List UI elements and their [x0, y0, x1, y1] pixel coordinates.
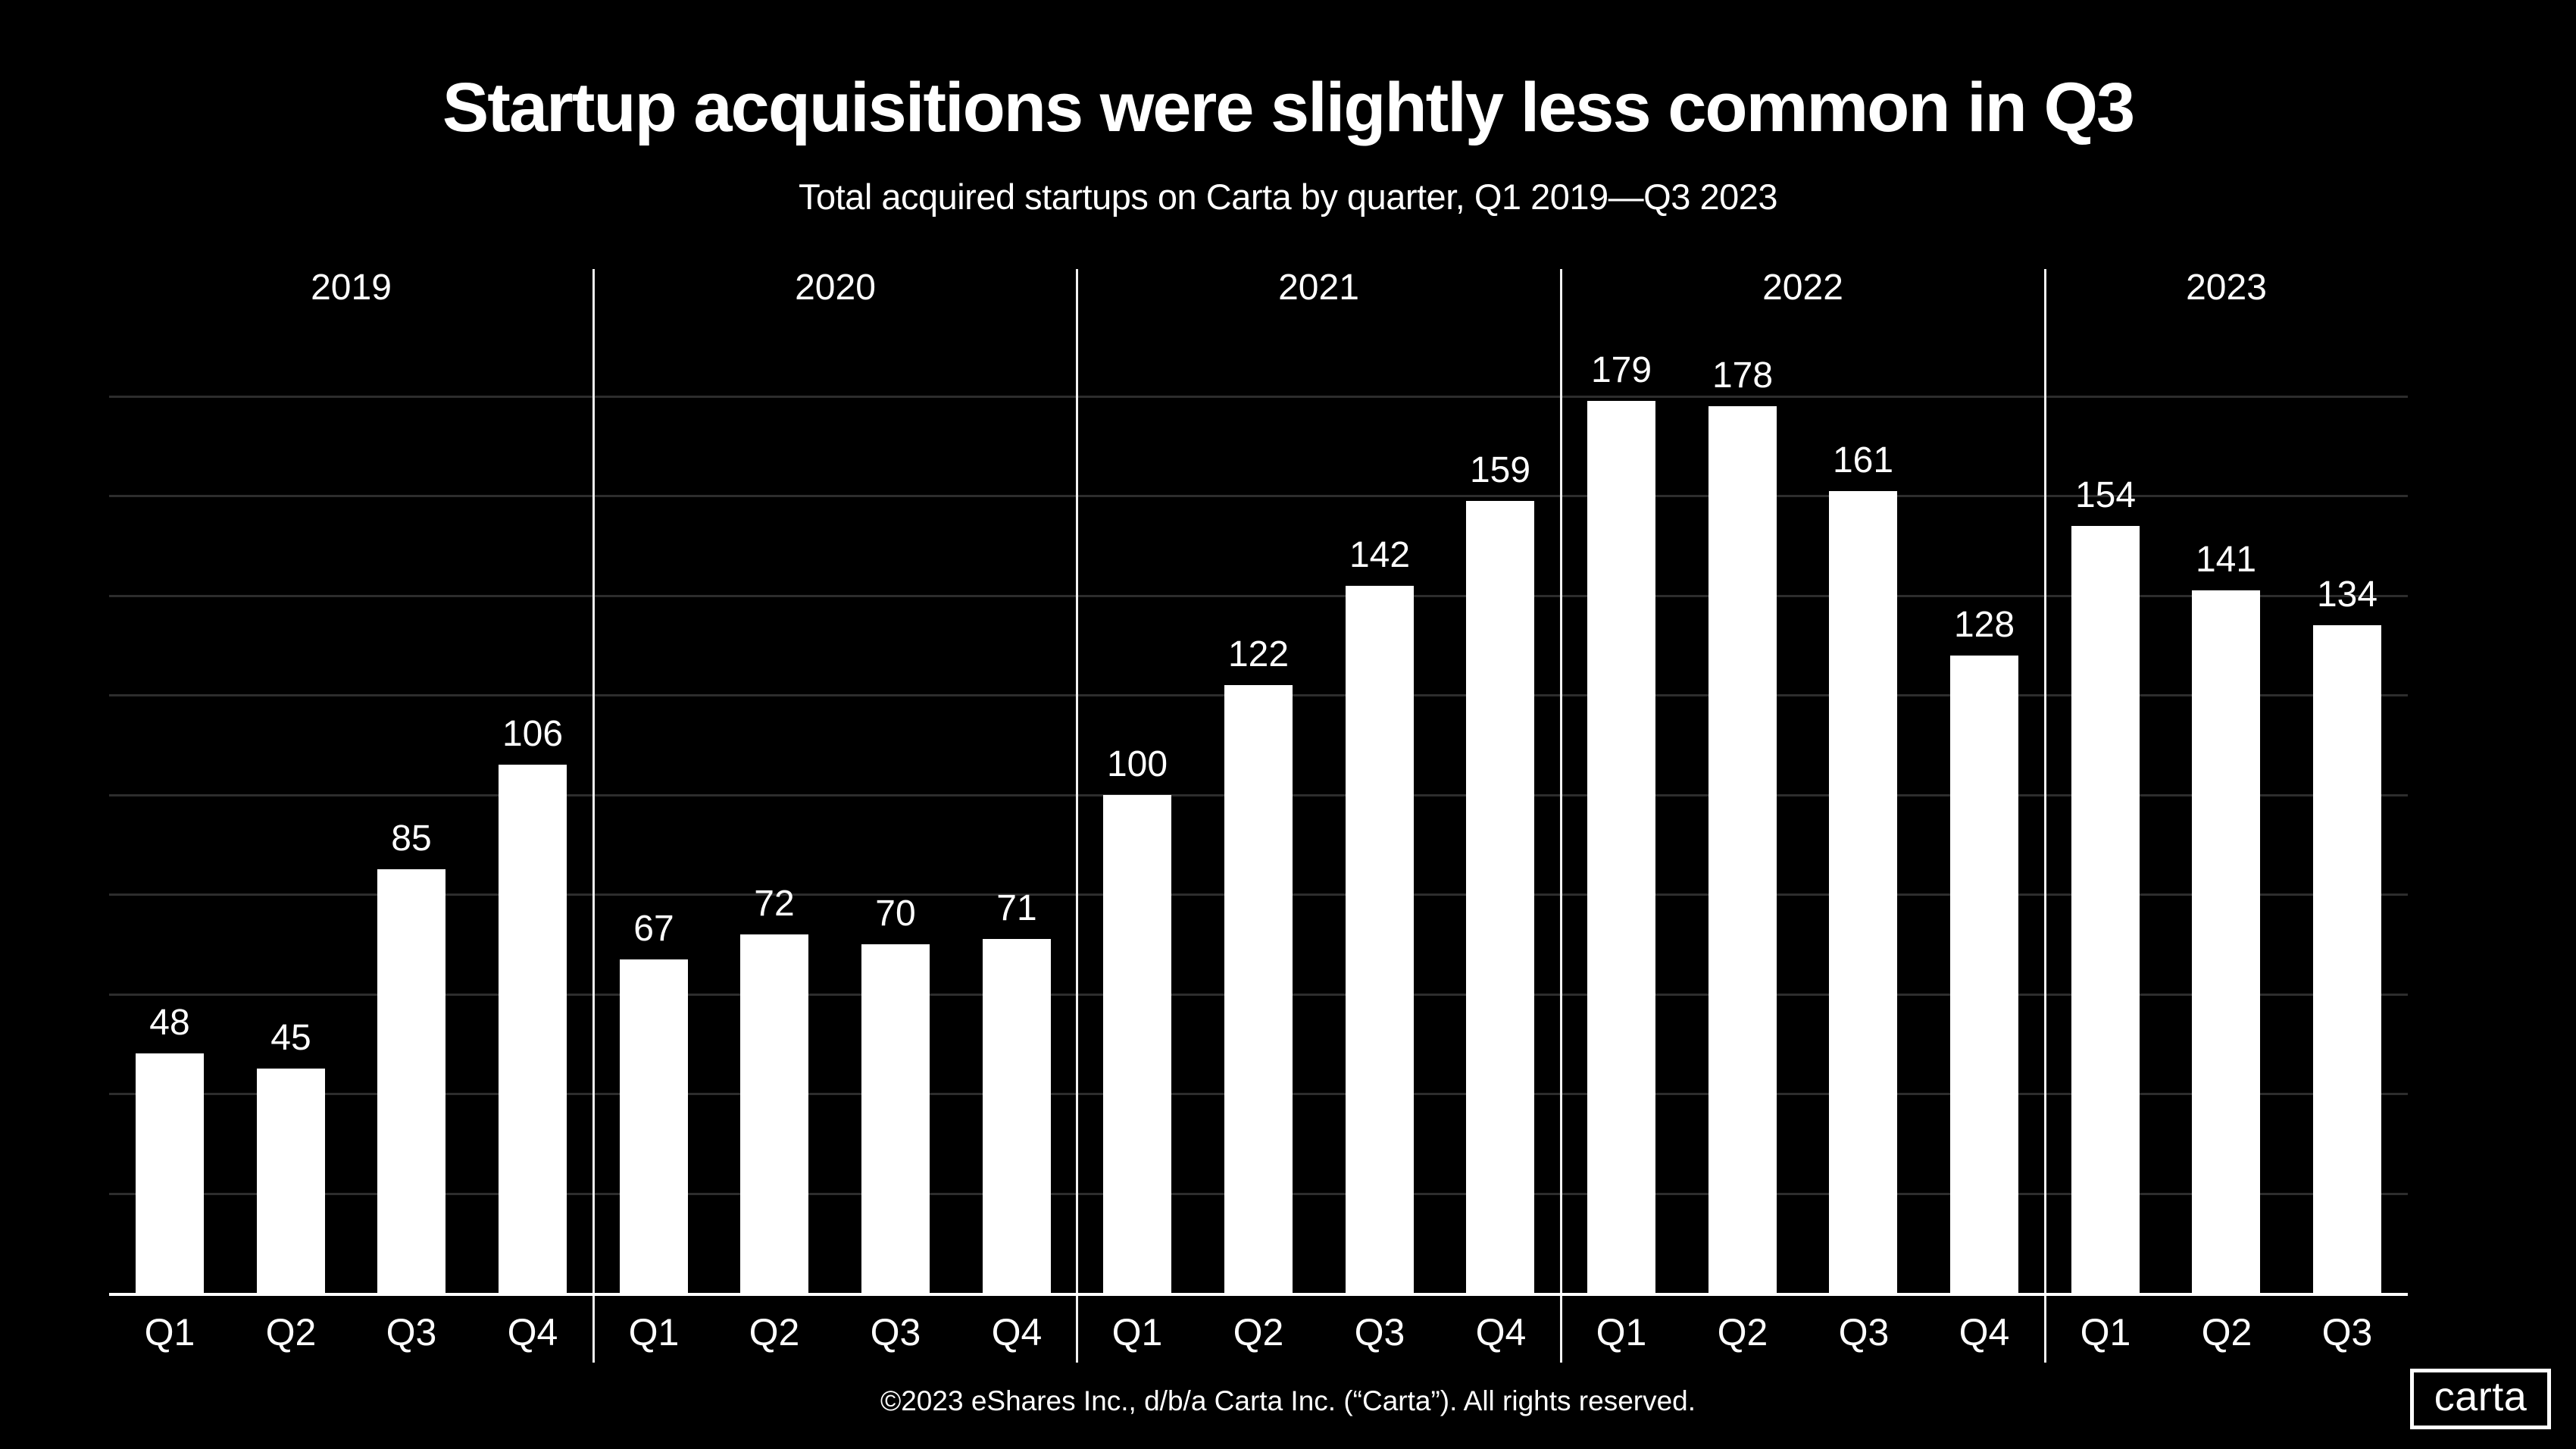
quarter-tick-label: Q3: [2321, 1311, 2373, 1354]
quarter-tick-label: Q2: [2201, 1311, 2252, 1354]
bar-2021-Q3: [1346, 586, 1414, 1293]
bar-value-label: 67: [633, 909, 674, 949]
bar-2020-Q2: [740, 934, 808, 1293]
copyright-text: ©2023 eShares Inc., d/b/a Carta Inc. (“C…: [880, 1385, 1696, 1416]
bar-2019-Q3: [377, 869, 445, 1293]
quarter-tick-label: Q1: [1596, 1311, 1647, 1354]
bar-value-label: 71: [996, 888, 1037, 928]
bar-value-label: 141: [2195, 540, 2257, 580]
gridline-160: [109, 495, 2408, 497]
bar-2020-Q1: [620, 959, 688, 1293]
quarter-tick-label: Q4: [991, 1311, 1043, 1354]
bar-value-label: 128: [1953, 605, 2015, 645]
bar-value-label: 70: [875, 893, 916, 934]
bar-value-label: 100: [1106, 744, 1168, 784]
year-separator: [1560, 269, 1562, 1363]
quarter-tick-label: Q1: [144, 1311, 195, 1354]
bar-2019-Q1: [136, 1053, 204, 1293]
year-label: 2020: [795, 268, 876, 308]
quarter-tick-label: Q3: [386, 1311, 437, 1354]
quarter-tick-label: Q1: [1111, 1311, 1163, 1354]
chart-subtitle: Total acquired startups on Carta by quar…: [798, 177, 1778, 217]
bar-value-label: 161: [1832, 440, 1894, 480]
bar-2019-Q4: [499, 765, 567, 1293]
bar-2023-Q1: [2071, 526, 2140, 1293]
bar-value-label: 159: [1469, 450, 1531, 490]
year-separator: [2044, 269, 2046, 1363]
bar-value-label: 178: [1712, 355, 1774, 396]
chart-title: Startup acquisitions were slightly less …: [442, 69, 2135, 146]
quarter-tick-label: Q4: [507, 1311, 558, 1354]
bar-2021-Q4: [1466, 501, 1534, 1293]
bar-2021-Q1: [1103, 795, 1171, 1293]
bar-value-label: 72: [754, 884, 795, 924]
bar-2020-Q3: [861, 944, 930, 1293]
year-label: 2022: [1762, 268, 1843, 308]
gridline-180: [109, 396, 2408, 398]
year-separator: [1076, 269, 1078, 1363]
bar-value-label: 48: [149, 1003, 190, 1043]
quarter-tick-label: Q1: [628, 1311, 680, 1354]
quarter-tick-label: Q2: [265, 1311, 317, 1354]
quarter-tick-label: Q2: [1717, 1311, 1768, 1354]
quarter-tick-label: Q4: [1475, 1311, 1527, 1354]
bar-2022-Q1: [1587, 401, 1655, 1293]
quarter-tick-label: Q1: [2080, 1311, 2131, 1354]
carta-logo-text: carta: [2434, 1374, 2528, 1419]
bar-2020-Q4: [983, 939, 1051, 1293]
bar-value-label: 179: [1590, 350, 1652, 390]
bar-value-label: 142: [1349, 535, 1411, 575]
year-label: 2021: [1278, 268, 1359, 308]
bar-value-label: 45: [270, 1018, 311, 1058]
gridline-140: [109, 595, 2408, 597]
bar-value-label: 122: [1227, 634, 1290, 674]
carta-logo: carta: [2410, 1369, 2551, 1429]
x-axis-baseline: [109, 1293, 2408, 1296]
bar-value-label: 106: [502, 714, 564, 754]
year-label: 2019: [311, 268, 392, 308]
year-label: 2023: [2186, 268, 2267, 308]
bar-value-label: 85: [391, 818, 432, 859]
bar-2022-Q2: [1708, 406, 1777, 1293]
bar-2022-Q3: [1829, 491, 1897, 1293]
quarter-tick-label: Q4: [1959, 1311, 2010, 1354]
bar-value-label: 154: [2074, 475, 2137, 515]
bar-2019-Q2: [257, 1069, 325, 1293]
quarter-tick-label: Q2: [1233, 1311, 1284, 1354]
bar-value-label: 134: [2316, 574, 2378, 615]
quarter-tick-label: Q2: [749, 1311, 800, 1354]
bar-2022-Q4: [1950, 656, 2018, 1293]
quarter-tick-label: Q3: [1838, 1311, 1890, 1354]
bar-2023-Q2: [2192, 590, 2260, 1293]
bar-2023-Q3: [2313, 625, 2381, 1293]
bar-2021-Q2: [1224, 685, 1293, 1293]
year-separator: [592, 269, 595, 1363]
quarter-tick-label: Q3: [870, 1311, 921, 1354]
quarter-tick-label: Q3: [1354, 1311, 1405, 1354]
